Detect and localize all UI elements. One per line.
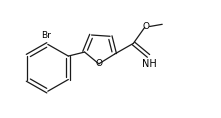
Text: Br: Br (41, 32, 51, 40)
Text: NH: NH (142, 59, 157, 69)
Text: O: O (142, 22, 149, 31)
Text: O: O (95, 59, 102, 68)
